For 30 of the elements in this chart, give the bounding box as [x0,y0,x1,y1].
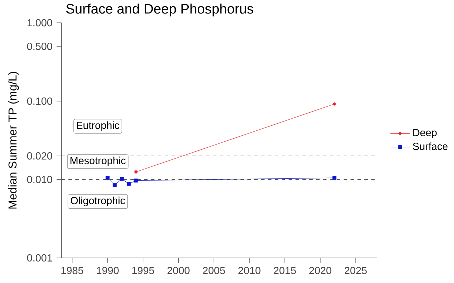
x-tick-label: 1985 [62,267,84,274]
legend-label: Deep [414,129,437,139]
x-tick-label: 2020 [310,267,332,274]
point [127,182,132,186]
annotation: Mesotrophic [70,157,126,167]
point [333,102,336,106]
y-tick-label: 0.001 [27,254,52,262]
legend-label: Surface [413,142,448,150]
point [332,176,337,180]
annotation: Eutrophic [77,122,120,132]
chart-title: Surface and Deep Phosphorus [66,4,254,17]
x-tick-label: 1990 [97,267,119,274]
y-axis-title: Median Summer TP (mg/L) [8,72,20,209]
y-tick-label: 1.000 [28,19,52,27]
y-tick-label: 0.020 [27,152,52,160]
y-tick-label: 0.100 [27,98,52,106]
x-tick-label: 2005 [203,267,226,274]
point [120,177,124,182]
x-tick-label: 1995 [132,267,154,274]
y-tick-label: 0.010 [27,176,52,184]
x-tick-label: 2010 [238,267,261,274]
x-tick-label: 2000 [168,267,190,274]
point [106,176,110,180]
point [134,178,138,183]
x-tick-label: 2025 [344,267,367,274]
annotation: Oligotrophic [70,196,126,207]
point [134,170,138,174]
x-tick-label: 2015 [274,267,296,274]
point [112,183,117,188]
y-tick-label: 0.500 [27,43,52,50]
